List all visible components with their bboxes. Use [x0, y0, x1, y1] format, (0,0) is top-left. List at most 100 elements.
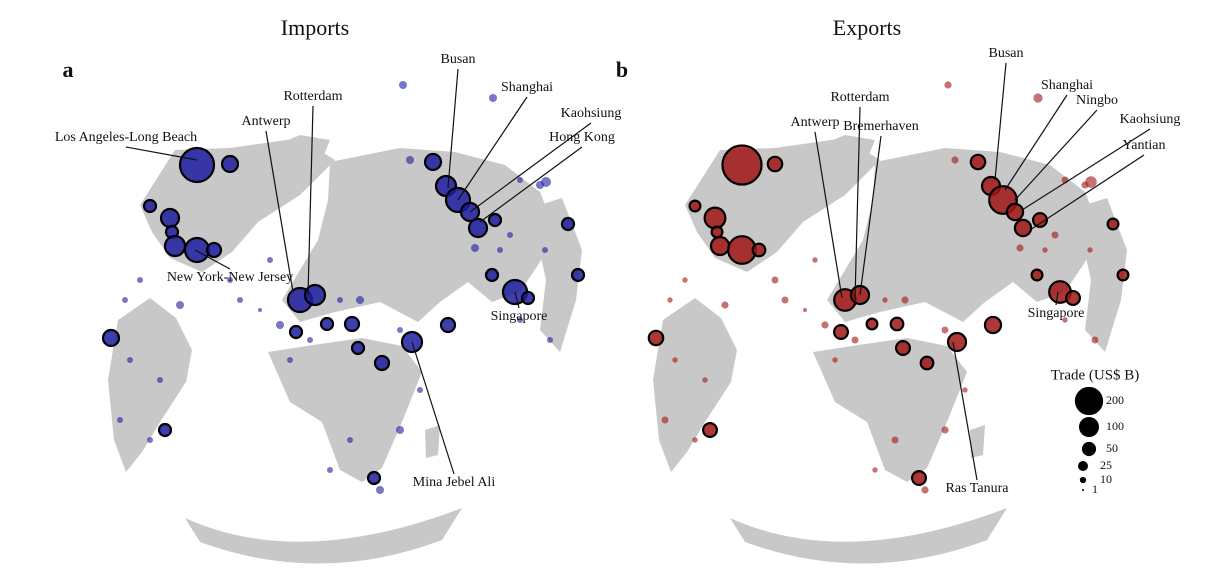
port-label: Shanghai — [501, 80, 553, 95]
port-label: Hong Kong — [549, 130, 615, 145]
port-bubble — [176, 301, 184, 309]
leader-line — [1004, 94, 1068, 191]
port-bubble — [350, 340, 366, 356]
bubble-layer — [647, 81, 1130, 494]
leader-line — [457, 96, 528, 201]
port-label: Busan — [441, 52, 476, 67]
port-bubble — [983, 315, 1003, 335]
port-bubble — [832, 324, 849, 341]
leader-line — [125, 146, 198, 161]
legend-label: 10 — [1100, 472, 1112, 486]
port-bubble — [944, 81, 952, 89]
port-bubble — [702, 377, 708, 383]
port-bubble — [373, 354, 391, 372]
legend-circle — [1074, 386, 1104, 416]
port-bubble — [1116, 268, 1130, 282]
port-bubble — [1005, 202, 1025, 222]
port-label: Singapore — [491, 309, 548, 324]
maps — [108, 135, 1127, 564]
legend-label: 200 — [1106, 393, 1124, 407]
port-bubble — [439, 316, 457, 334]
legend-label: 25 — [1100, 458, 1112, 472]
port-bubble — [484, 267, 500, 283]
port-bubble — [946, 331, 968, 353]
port-bubble — [319, 316, 335, 332]
port-bubble — [721, 301, 729, 309]
port-bubble — [159, 207, 181, 229]
port-label: Yantian — [1123, 138, 1166, 153]
leader-line — [514, 291, 520, 309]
port-bubble — [183, 236, 211, 264]
port-label: Ras Tanura — [946, 481, 1010, 496]
port-bubble — [721, 144, 763, 186]
port-bubble — [1013, 218, 1033, 238]
port-label: Mina Jebel Ali — [413, 475, 496, 490]
port-bubble — [396, 426, 404, 434]
port-bubble — [894, 340, 911, 357]
port-bubble — [227, 277, 233, 283]
port-bubble — [303, 283, 327, 307]
legend-label: 1 — [1092, 482, 1098, 496]
port-bubble — [647, 329, 665, 347]
port-bubble — [258, 308, 262, 312]
port-bubble — [399, 81, 407, 89]
leader-line — [265, 130, 294, 293]
port-bubble — [851, 336, 859, 344]
port-bubble — [1030, 268, 1044, 282]
port-bubble — [163, 234, 187, 258]
panel-label: a — [63, 57, 74, 82]
port-label: Kaohsiung — [1120, 112, 1181, 127]
port-bubble — [703, 206, 727, 230]
port-bubble — [560, 216, 576, 232]
port-bubble — [337, 297, 343, 303]
bubble-layer — [101, 81, 586, 494]
legend-title: Trade (US$ B) — [1051, 367, 1140, 383]
port-bubble — [1087, 247, 1093, 253]
port-bubble — [237, 297, 243, 303]
port-bubble — [471, 244, 479, 252]
port-label: Kaohsiung — [561, 106, 622, 121]
port-bubble — [1042, 247, 1048, 253]
port-bubble — [356, 296, 364, 304]
port-bubble — [661, 416, 669, 424]
port-bubble — [487, 212, 503, 228]
leader-line — [1055, 291, 1059, 306]
leader-line — [447, 68, 459, 189]
port-bubble — [542, 247, 548, 253]
port-bubble — [771, 276, 779, 284]
port-bubble — [406, 156, 414, 164]
port-bubble — [127, 357, 133, 363]
leader-line — [859, 135, 882, 296]
port-bubble — [688, 199, 702, 213]
leader-line — [1021, 128, 1151, 211]
port-bubble — [507, 232, 513, 238]
port-bubble — [1033, 93, 1043, 103]
legend-circle — [1078, 461, 1088, 471]
port-bubble — [327, 467, 333, 473]
port-bubble — [1016, 244, 1024, 252]
port-bubble — [667, 297, 673, 303]
leader-line — [411, 341, 455, 475]
port-bubble — [267, 257, 273, 263]
panel-title: Imports — [281, 15, 349, 40]
leader-line — [194, 249, 231, 270]
port-bubble — [347, 437, 353, 443]
port-bubble — [832, 357, 838, 363]
port-bubble — [178, 146, 216, 184]
port-bubble — [489, 94, 497, 102]
port-label: Singapore — [1028, 306, 1085, 321]
port-bubble — [781, 296, 789, 304]
port-bubble — [467, 217, 489, 239]
port-bubble — [1062, 317, 1068, 323]
port-bubble — [901, 296, 909, 304]
port-bubble — [517, 177, 523, 183]
leader-line — [479, 146, 583, 223]
port-bubble — [701, 422, 718, 439]
leader-line — [469, 122, 592, 213]
port-bubble — [766, 155, 784, 173]
port-bubble — [117, 417, 123, 423]
port-label: Antwerp — [242, 114, 291, 129]
port-bubble — [220, 154, 240, 174]
port-bubble — [122, 297, 128, 303]
